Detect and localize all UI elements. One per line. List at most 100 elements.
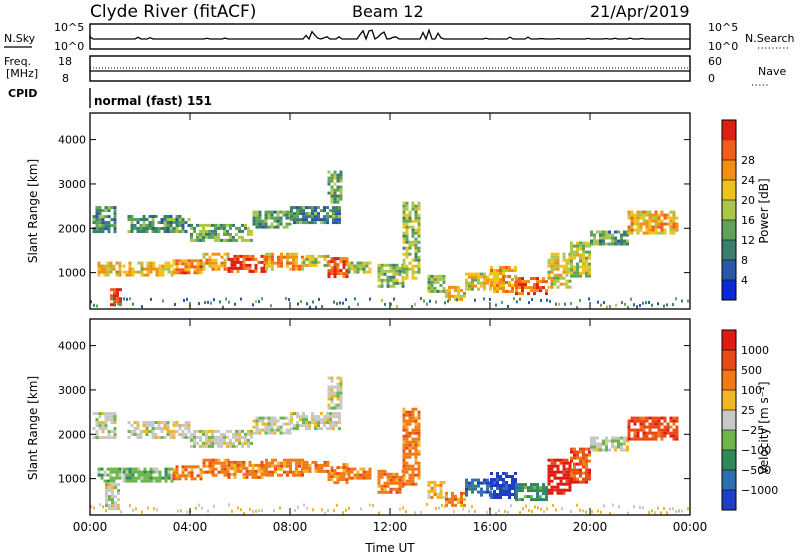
velocity-cell — [214, 467, 218, 471]
velocity-cell — [285, 422, 289, 426]
velocity-cell — [327, 403, 331, 407]
velocity-cell — [499, 478, 502, 481]
velocity-cell — [128, 467, 132, 471]
power-cell — [285, 210, 289, 214]
power-cell — [217, 252, 221, 256]
power-cell — [570, 268, 573, 272]
velocity-cell — [573, 471, 576, 475]
velocity-cell — [515, 495, 518, 499]
power-cell — [101, 209, 105, 213]
velocity-cell — [109, 479, 113, 483]
power-cell — [320, 218, 323, 222]
power-cell — [101, 221, 105, 225]
velocity-cell — [233, 466, 237, 470]
velocity-cell — [383, 484, 387, 488]
power-cell — [386, 275, 390, 279]
power-patch-24 — [252, 210, 292, 229]
power-cell — [229, 238, 232, 242]
power-cell — [208, 264, 212, 268]
power-cell — [521, 283, 524, 287]
velocity-cell — [553, 473, 557, 477]
power-cell — [417, 213, 421, 217]
power-cell — [311, 209, 314, 213]
velocity-cell — [336, 388, 340, 392]
velocity-cell — [405, 437, 409, 441]
velocity-cell — [675, 434, 679, 438]
velocity-cell — [565, 488, 569, 492]
power-cell — [480, 284, 483, 288]
velocity-ground-cell — [198, 503, 200, 507]
power-cell — [477, 278, 480, 282]
power-cell — [445, 291, 448, 295]
power-cell — [392, 284, 396, 288]
power-cell — [496, 287, 499, 290]
velocity-cell — [308, 421, 311, 425]
power-cell — [556, 252, 560, 256]
velocity-ground-cell — [486, 510, 488, 514]
power-cell — [611, 239, 614, 243]
velocity-ground-cell — [582, 509, 584, 513]
velocity-cell — [109, 476, 113, 480]
velocity-cell — [330, 391, 334, 395]
velocity-cell — [547, 476, 551, 480]
velocity-cell — [496, 478, 499, 481]
velocity-cell — [339, 376, 343, 380]
velocity-cell — [550, 473, 554, 477]
velocity-cell — [292, 458, 295, 462]
velocity-cell — [113, 415, 117, 419]
power-cell — [154, 227, 158, 230]
power-cell — [236, 254, 240, 258]
power-cell — [345, 257, 349, 261]
power-cell — [585, 241, 588, 245]
velocity-ground-cell — [120, 510, 122, 514]
power-patch-23 — [190, 223, 253, 242]
velocity-cell — [242, 463, 246, 467]
power-cell — [508, 275, 511, 278]
velocity-cell — [465, 481, 468, 485]
power-cell — [128, 261, 132, 265]
velocity-cell — [268, 464, 271, 468]
power-cell — [417, 261, 421, 265]
velocity-cell — [582, 450, 585, 454]
velocity-cell — [402, 428, 406, 432]
power-cell — [533, 283, 536, 287]
velocity-cell — [672, 419, 676, 423]
power-cell — [155, 270, 159, 274]
velocity-cell — [184, 465, 188, 469]
power-cell — [267, 225, 271, 229]
power-ground-cell — [555, 302, 557, 306]
power-cell — [588, 241, 591, 245]
velocity-cell — [149, 473, 153, 477]
power-cell — [530, 289, 533, 293]
power-cell — [299, 212, 302, 216]
velocity-cell — [241, 429, 244, 433]
velocity-cell — [408, 455, 412, 459]
power-cell — [338, 212, 341, 216]
velocity-cell — [109, 467, 113, 471]
power-cell — [502, 266, 505, 269]
power-cell — [250, 238, 253, 242]
velocity-cell — [559, 488, 563, 492]
velocity-cell — [408, 434, 412, 438]
power-cell — [524, 280, 527, 284]
power-cell — [568, 285, 572, 289]
power-cell — [166, 227, 170, 230]
power-cell — [347, 270, 351, 274]
velocity-cell — [570, 480, 573, 484]
velocity-cell — [493, 478, 496, 481]
velocity-cell — [414, 431, 418, 435]
power-cell — [593, 236, 596, 240]
power-cell — [576, 244, 579, 248]
power-cell — [527, 286, 530, 290]
power-cell — [161, 264, 165, 268]
power-cell — [235, 226, 238, 230]
power-cell — [402, 267, 406, 271]
power-cell — [463, 291, 466, 295]
velocity-cell — [139, 433, 143, 436]
velocity-ground-cell — [546, 507, 548, 511]
power-cell — [345, 263, 349, 267]
power-ground-cell — [393, 297, 395, 301]
velocity-cell — [356, 470, 360, 474]
velocity-cell — [654, 416, 658, 420]
power-patch-9 — [347, 261, 372, 274]
